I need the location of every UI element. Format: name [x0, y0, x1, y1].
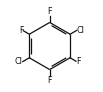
- Text: F: F: [19, 26, 23, 35]
- Text: Cl: Cl: [15, 57, 23, 66]
- Text: F: F: [47, 7, 52, 16]
- Text: Cl: Cl: [77, 26, 84, 35]
- Text: F: F: [47, 76, 52, 85]
- Text: F: F: [76, 57, 80, 66]
